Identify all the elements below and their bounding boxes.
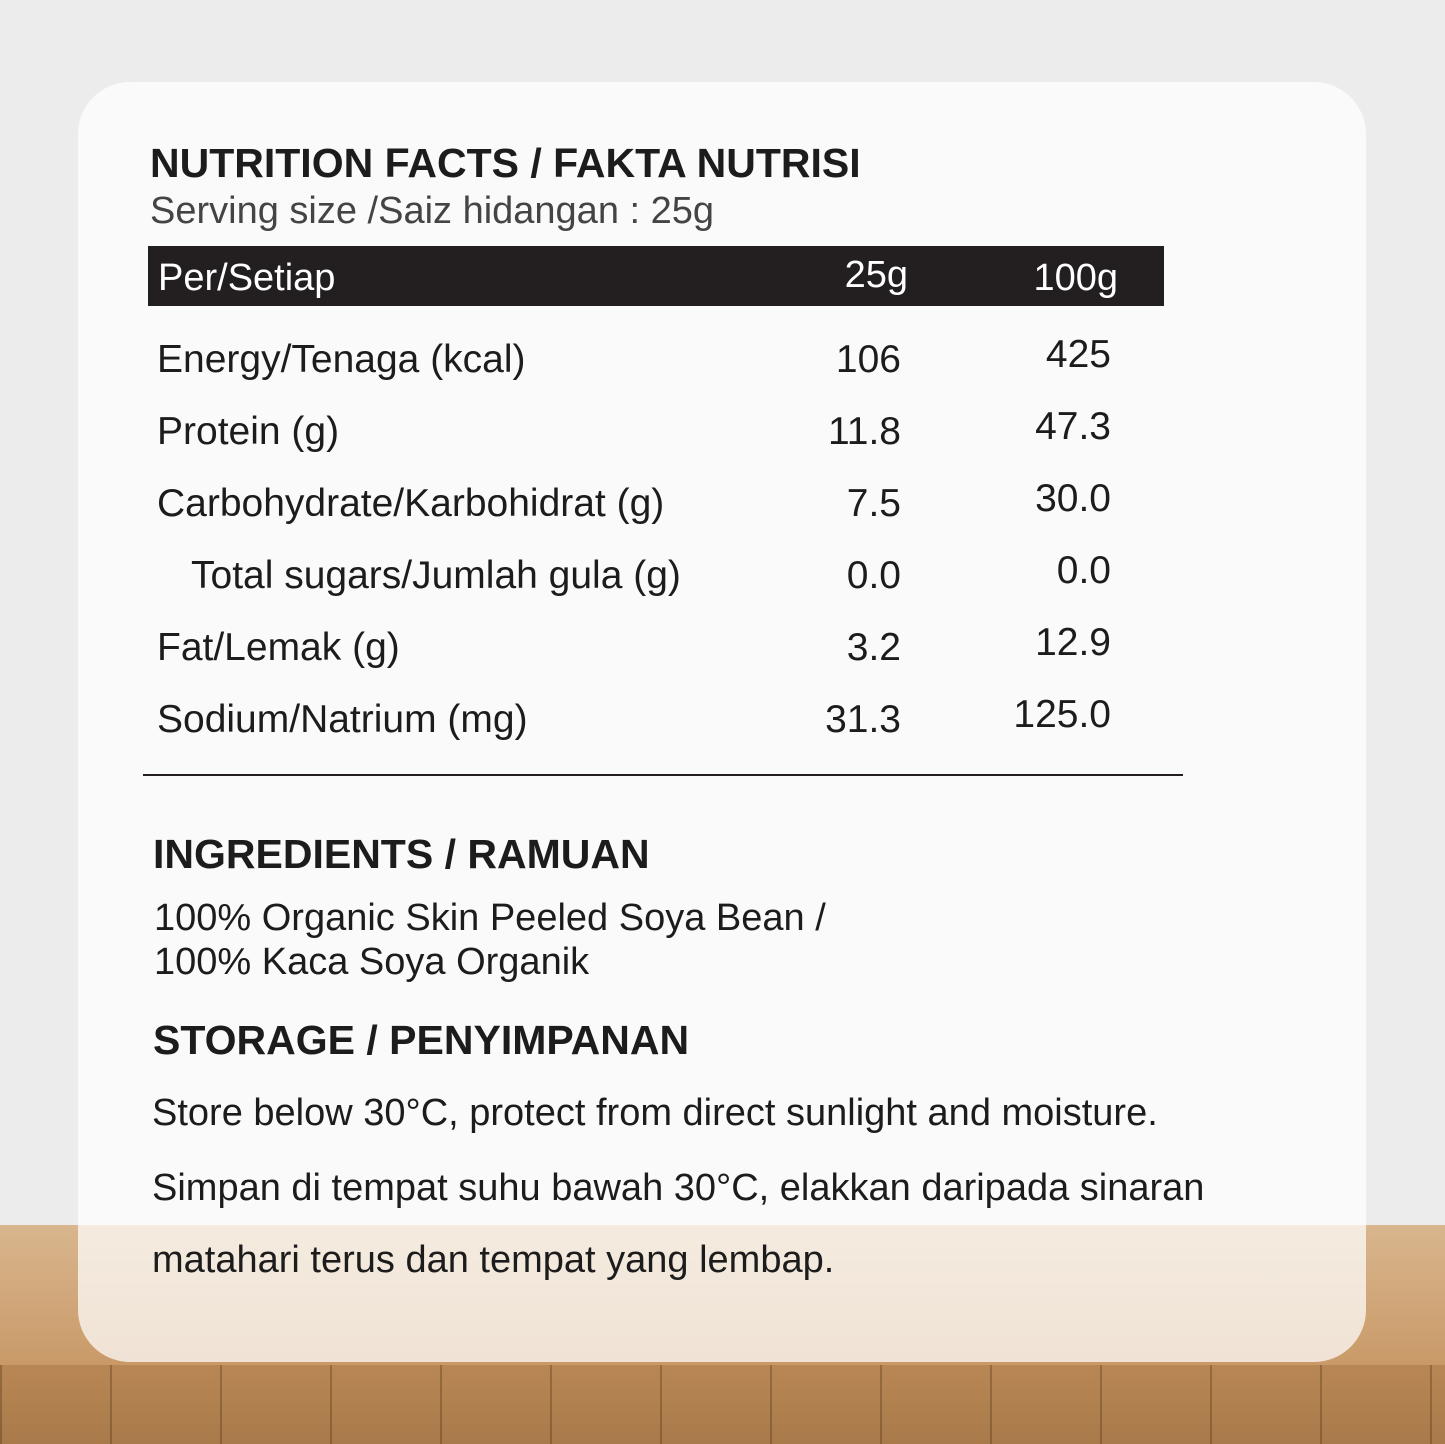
nutrient-value: 7.5 bbox=[846, 482, 901, 525]
nutrient-label: Protein (g) bbox=[157, 410, 340, 453]
nutrient-value: 47.3 bbox=[1035, 405, 1111, 448]
nutrition-title: NUTRITION FACTS / FAKTA NUTRISI bbox=[150, 140, 861, 186]
ingredients-title: INGREDIENTS / RAMUAN bbox=[153, 831, 650, 877]
nutrient-value: 0.0 bbox=[1056, 549, 1111, 592]
ingredients-line: 100% Kaca Soya Organik bbox=[154, 941, 590, 983]
storage-line: Simpan di tempat suhu bawah 30°C, elakka… bbox=[152, 1167, 1205, 1209]
storage-title: STORAGE / PENYIMPANAN bbox=[153, 1017, 690, 1063]
nutrient-value: 30.0 bbox=[1035, 477, 1111, 520]
divider bbox=[143, 774, 1183, 776]
nutrient-label: Fat/Lemak (g) bbox=[157, 626, 400, 669]
nutrient-value: 425 bbox=[1045, 333, 1111, 376]
nutrient-label: Energy/Tenaga (kcal) bbox=[157, 338, 526, 381]
header-bar bbox=[148, 246, 1164, 306]
storage-line: Store below 30°C, protect from direct su… bbox=[152, 1092, 1158, 1134]
nutrient-value: 31.3 bbox=[825, 698, 901, 741]
header-cell: 25g bbox=[844, 254, 908, 296]
nutrient-label: Total sugars/Jumlah gula (g) bbox=[191, 554, 681, 597]
nutrient-label: Sodium/Natrium (mg) bbox=[157, 698, 528, 741]
nutrient-value: 3.2 bbox=[846, 626, 901, 669]
nutrient-value: 106 bbox=[835, 338, 901, 381]
wood-floor bbox=[0, 1365, 1445, 1444]
header-cell: 100g bbox=[1033, 257, 1118, 299]
header-cell: Per/Setiap bbox=[158, 257, 336, 299]
nutrient-value: 125.0 bbox=[1013, 693, 1111, 736]
nutrient-label: Carbohydrate/Karbohidrat (g) bbox=[157, 482, 665, 525]
serving-size: Serving size /Saiz hidangan : 25g bbox=[150, 190, 715, 232]
nutrient-value: 11.8 bbox=[827, 410, 901, 453]
nutrient-value: 0.0 bbox=[846, 554, 901, 597]
nutrient-value: 12.9 bbox=[1035, 621, 1111, 664]
ingredients-line: 100% Organic Skin Peeled Soya Bean / bbox=[154, 897, 826, 939]
storage-line: matahari terus dan tempat yang lembap. bbox=[152, 1239, 835, 1281]
